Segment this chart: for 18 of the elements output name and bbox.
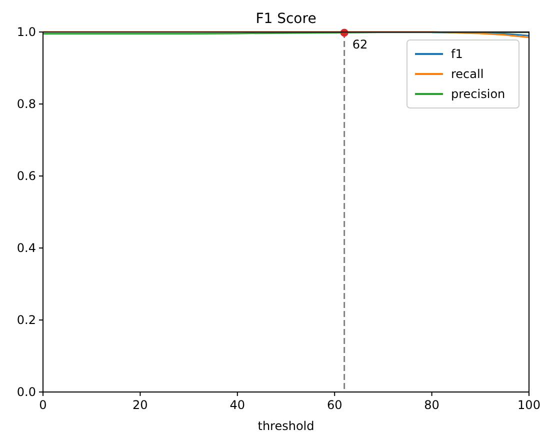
y-tick-label: 0.6 [16,169,36,183]
y-tick-label: 0.0 [16,385,36,399]
x-axis-title: threshold [258,419,314,433]
annotation: 62 [352,38,368,52]
chart-title: F1 Score [256,11,316,27]
y-tick-label: 0.4 [16,241,36,255]
x-tick-label: 0 [39,398,47,412]
y-tick-label: 1.0 [16,25,36,39]
x-tick-label: 40 [230,398,246,412]
legend-label: precision [451,87,506,101]
x-tick-label: 20 [132,398,148,412]
legend-label: recall [451,67,484,81]
legend-label: f1 [451,47,463,61]
y-tick-label: 0.2 [16,313,36,327]
x-tick-label: 60 [326,398,342,412]
x-tick-label: 80 [424,398,440,412]
y-tick-label: 0.8 [16,97,36,111]
x-tick-label: 100 [518,398,540,412]
